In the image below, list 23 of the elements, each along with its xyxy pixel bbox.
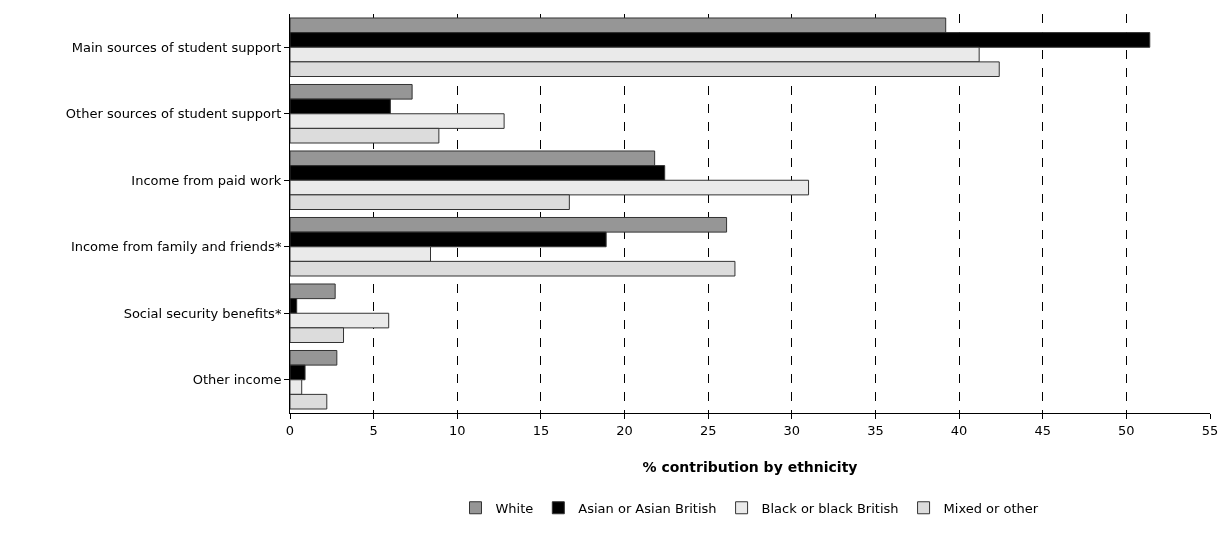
x-axis-title: % contribution by ethnicity [642,458,858,475]
x-tick-label: 30 [783,422,801,438]
legend-label: Mixed or other [943,500,1039,516]
x-tick-label: 25 [699,422,717,438]
x-tick-label: 20 [616,422,633,438]
y-tick-label: Other income [192,372,282,388]
y-tick-label: Other sources of student support [65,106,282,122]
x-tick-label: 40 [950,422,968,438]
x-tick-label: 55 [1201,422,1219,438]
x-tick-label: 15 [532,422,550,438]
legend-label: Asian or Asian British [578,500,717,516]
x-tick-label: 5 [369,422,378,438]
legend-label: White [495,500,534,516]
x-tick-label: 10 [449,422,466,438]
x-tick-label: 35 [867,422,884,438]
x-tick-label: 50 [1118,422,1135,438]
x-tick-label: 45 [1034,422,1051,438]
y-tick-label: Main sources of student support [71,39,282,55]
y-tick-label: Income from paid work [131,172,282,188]
y-tick-label: Social security benefits* [123,305,282,321]
x-tick-label: 0 [285,422,295,438]
y-tick-label: Income from family and friends* [70,239,282,255]
legend-label: Black or black British [761,500,899,516]
